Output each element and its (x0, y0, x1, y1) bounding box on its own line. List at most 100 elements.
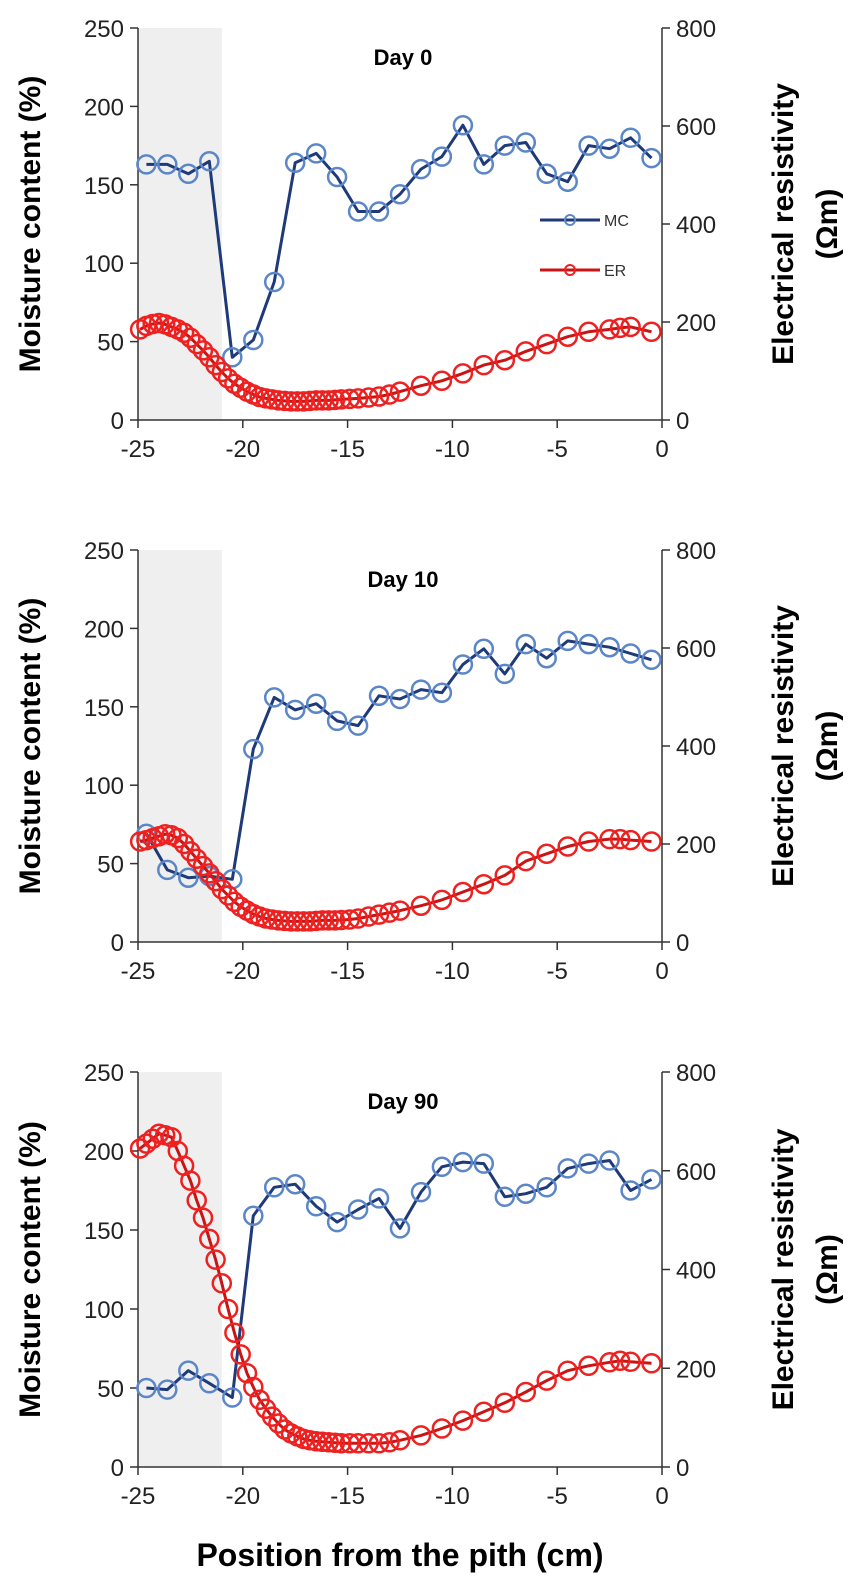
mc-point (243, 1205, 264, 1227)
er-point (431, 370, 453, 392)
x-tick-label: -10 (435, 1483, 470, 1510)
y2-tick-label: 400 (676, 1258, 716, 1285)
mc-point (515, 132, 537, 153)
y-tick-label: 150 (84, 173, 124, 200)
mc-series (136, 1150, 662, 1408)
mc-point (222, 1387, 243, 1408)
y2-tick-label: 0 (676, 408, 689, 435)
panel-title: Day 10 (368, 567, 439, 592)
mc-point (178, 867, 199, 888)
er-point (410, 375, 432, 396)
mc-point (178, 1360, 199, 1381)
mc-point (494, 135, 516, 156)
er-point (211, 878, 233, 900)
er-point (217, 885, 239, 906)
y2-tick-label: 600 (676, 1159, 716, 1186)
er-point (452, 881, 474, 903)
y-tick-label: 0 (111, 408, 124, 435)
shaded-region (138, 28, 222, 420)
er-point (186, 333, 207, 355)
er-point (609, 1350, 631, 1372)
y2-axis-label: Electrical resistivity (767, 83, 800, 365)
x-tick-label: -20 (225, 958, 260, 985)
y-tick-label: 200 (84, 94, 124, 121)
y-axis-label: Moisture content (%) (14, 598, 47, 895)
mc-point (178, 163, 199, 185)
er-point (261, 1406, 283, 1427)
legend-swatch-marker (564, 264, 576, 276)
mc-point (305, 143, 327, 164)
er-point (368, 904, 390, 925)
mc-point (515, 633, 537, 655)
mc-point (515, 1183, 537, 1204)
mc-point (557, 1158, 578, 1179)
mc-point (494, 1186, 516, 1208)
er-point (347, 908, 369, 929)
x-tick-label: -5 (547, 436, 568, 463)
mc-series (136, 630, 662, 890)
chart-panel: -25 -20 -15 -10 -5 00501001502002500200400600… (14, 16, 844, 463)
mc-line (145, 639, 652, 881)
er-point (557, 1360, 578, 1381)
y-tick-label: 100 (84, 251, 124, 278)
er-point (205, 354, 226, 376)
er-point (180, 1170, 201, 1191)
y-tick-label: 50 (97, 1376, 124, 1403)
y2-tick-label: 400 (676, 212, 716, 239)
er-point (339, 909, 360, 930)
er-point (578, 1355, 599, 1377)
er-point (609, 828, 631, 850)
er-point (211, 361, 233, 383)
er-point (452, 363, 474, 384)
mc-point (410, 1181, 432, 1203)
mc-point (199, 151, 220, 172)
er-series (129, 1123, 662, 1454)
er-point (389, 900, 411, 921)
x-tick-label: 0 (655, 1483, 668, 1510)
mc-point (578, 633, 599, 655)
er-point (205, 1249, 226, 1270)
er-point (136, 1133, 157, 1154)
mc-point (284, 699, 306, 721)
y2-tick-label: 600 (676, 114, 716, 141)
mc-point (305, 1196, 327, 1217)
x-tick-label: -25 (121, 436, 156, 463)
mc-series (136, 114, 662, 368)
x-tick-label: -20 (225, 1483, 260, 1510)
er-point (318, 390, 339, 411)
panel-title: Day 0 (374, 45, 433, 70)
y-tick-label: 250 (84, 538, 124, 565)
mc-point (347, 201, 369, 222)
mc-line (146, 1159, 653, 1399)
y2-tick-label: 400 (676, 734, 716, 761)
x-tick-label: -5 (547, 1483, 568, 1510)
mc-point (473, 1153, 495, 1174)
mc-point (263, 1177, 285, 1198)
mc-point (599, 138, 620, 159)
er-point (515, 1381, 537, 1403)
mc-point (389, 1218, 411, 1239)
y2-tick-label: 0 (676, 930, 689, 957)
er-point (641, 321, 662, 343)
y-axis-label: Moisture content (%) (14, 1121, 47, 1418)
y2-tick-label: 200 (676, 310, 716, 337)
mc-point (305, 693, 327, 714)
er-point (578, 321, 599, 343)
mc-point (641, 1169, 662, 1190)
er-point (515, 850, 537, 872)
mc-point (410, 679, 432, 700)
mc-point (199, 1373, 220, 1394)
legend-swatch-marker (564, 214, 576, 226)
x-tick-label: -5 (547, 958, 568, 985)
chart-panel: -25 -20 -15 -10 -5 00501001502002500200400600… (14, 538, 844, 985)
x-tick-label: -15 (330, 436, 365, 463)
er-point (389, 1430, 411, 1451)
mc-line (146, 123, 653, 359)
mc-point (578, 1153, 599, 1174)
er-point (536, 843, 557, 865)
er-point (641, 1353, 662, 1374)
mc-point (222, 347, 243, 368)
er-point (358, 1433, 379, 1454)
y-tick-label: 250 (84, 1060, 124, 1087)
